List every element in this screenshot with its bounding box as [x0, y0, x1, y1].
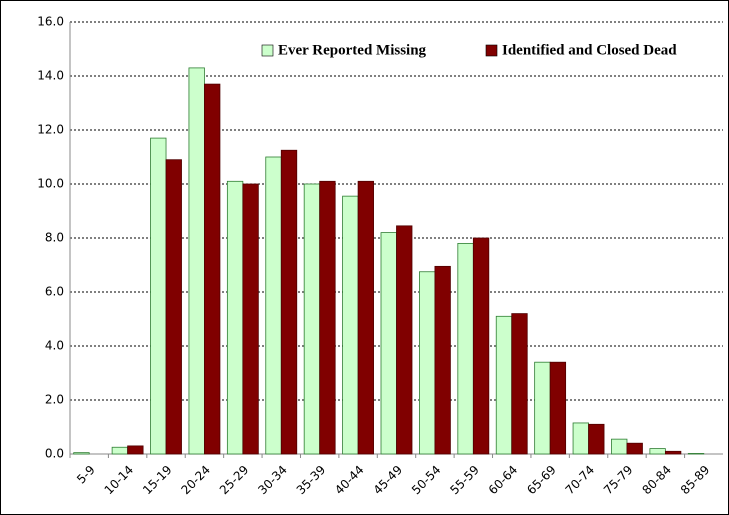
- bar: [380, 232, 397, 455]
- bar: [472, 237, 490, 455]
- bar: [226, 180, 244, 455]
- y-tick-label: 14.0: [37, 69, 64, 83]
- bar: [265, 156, 282, 455]
- bar: [687, 453, 705, 455]
- bar: [73, 452, 90, 455]
- bar: [303, 183, 321, 455]
- y-tick-label: 6.0: [45, 285, 64, 299]
- y-tick-label: 8.0: [45, 231, 64, 245]
- y-tick-label: 12.0: [37, 123, 64, 137]
- bar: [588, 423, 605, 455]
- bar: [111, 446, 129, 455]
- bar: [127, 445, 144, 455]
- bar: [534, 361, 551, 455]
- bar: [511, 313, 528, 455]
- legend: Ever Reported Missing Identified and Clos…: [261, 42, 677, 58]
- y-tick-label: 0.0: [45, 447, 64, 461]
- y-tick-label: 2.0: [45, 393, 64, 407]
- legend-label: Identified and Closed Dead: [502, 42, 677, 58]
- y-tick-label: 16.0: [37, 15, 64, 29]
- bar: [419, 271, 436, 455]
- legend-swatch: [261, 44, 274, 57]
- y-tick-label: 4.0: [45, 339, 64, 353]
- bar: [549, 361, 567, 455]
- bar: [188, 67, 205, 455]
- bar: [572, 422, 589, 455]
- legend-label: Ever Reported Missing: [278, 42, 427, 58]
- bar: [396, 225, 413, 455]
- bar: [495, 315, 513, 455]
- bar: [280, 149, 298, 455]
- bar: [165, 159, 182, 455]
- bar: [319, 180, 336, 455]
- bar: [357, 180, 374, 455]
- bar: [434, 265, 451, 455]
- bar: [664, 450, 682, 455]
- bar: [611, 438, 628, 455]
- bar: [649, 448, 666, 455]
- bar: [150, 137, 167, 455]
- bar: [204, 83, 221, 455]
- bar: [242, 183, 259, 455]
- bar: [342, 195, 359, 455]
- legend-swatch: [485, 44, 498, 57]
- bar: [457, 242, 474, 455]
- y-tick-label: 10.0: [37, 177, 64, 191]
- bar: [626, 442, 643, 455]
